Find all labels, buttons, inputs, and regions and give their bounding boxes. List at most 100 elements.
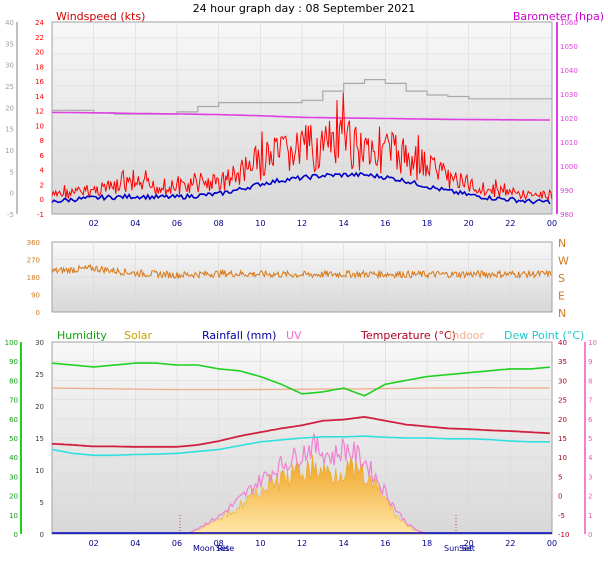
compass-label: W [558,255,569,268]
humidity-tick-label: 50 [9,435,18,443]
wind-outer-tick-label: 30 [5,62,14,70]
temperature-line [51,415,550,448]
wind-x-tick-label: 22 [505,219,515,228]
humidity-tick-label: 0 [14,531,18,539]
solar-tick-label: 20 [35,403,44,411]
wind-x-tick-label: 02 [89,219,99,228]
windspeed-tick-label: 14 [35,93,44,101]
wind-x-tick-label: 06 [172,219,182,228]
barometer-tick-label: 1010 [560,139,578,147]
weather-x-tick-label: 12 [297,539,307,548]
wind-outer-tick-label: 35 [5,40,14,48]
temperature-tick-label: 5 [558,473,562,481]
windspeed-tick-label: 20 [35,49,44,57]
barometer-tick-label: 980 [560,211,573,219]
weather-x-tick-label: 04 [130,539,140,548]
temperature-tick-label: 15 [558,435,567,443]
humidity-tick-label: 70 [9,397,18,405]
windspeed-tick-label: 24 [35,19,44,27]
wind-outer-tick-label: 10 [5,147,14,155]
legend-dewpoint: Dew Point (°C) [504,329,584,342]
solar-tick-label: 30 [35,339,44,347]
legend-rainfall: Rainfall (mm) [202,329,276,342]
humidity-tick-label: 20 [9,493,18,501]
uv-tick-label: 7 [588,397,592,405]
uv-tick-label: 5 [588,435,592,443]
humidity-tick-label: 10 [9,512,18,520]
windspeed-line [51,92,553,202]
moon-rise-label: Moon Rise [193,544,234,553]
sun-set-label: Sun Set [444,544,475,553]
weather-x-tick-label: 10 [255,539,265,548]
wind-x-tick-label: 12 [297,219,307,228]
compass-label: E [558,290,565,303]
wind-outer-tick-label: 0 [10,190,14,198]
legend-uv: UV [286,329,302,342]
humidity-tick-label: 30 [9,473,18,481]
wind-x-tick-label: 20 [464,219,474,228]
solar-tick-label: 15 [35,435,44,443]
windspeed-tick-label: 18 [35,63,44,71]
temperature-tick-label: 0 [558,493,562,501]
sun-rise-label: Set [459,544,472,553]
humidity-tick-label: 100 [5,339,18,347]
direction-tick-label: 90 [31,292,40,300]
uv-tick-label: 1 [588,512,592,520]
temperature-tick-label: 25 [558,397,567,405]
humidity-line [51,362,550,397]
uv-tick-label: 9 [588,358,592,366]
weather-x-tick-label: 02 [89,539,99,548]
uv-tick-label: 4 [588,454,593,462]
uv-tick-label: 2 [588,493,592,501]
humidity-tick-label: 60 [9,416,18,424]
compass-label: N [558,237,566,250]
uv-tick-label: 8 [588,377,592,385]
weather-x-tick-label: 22 [505,539,515,548]
barometer-tick-label: 1030 [560,91,578,99]
wind-outer-tick-label: 20 [5,104,14,112]
windspeed-tick-label: 4 [40,167,45,175]
barometer-tick-label: 1060 [560,19,578,27]
uv-tick-label: 0 [588,531,592,539]
temperature-tick-label: -5 [558,512,565,520]
wind-x-tick-label: 10 [255,219,265,228]
wind-outer-tick-label: -5 [7,211,14,219]
uv-line [187,433,426,535]
solar-area [187,454,428,535]
windspeed-tick-label: 8 [40,137,44,145]
uv-tick-label: 3 [588,473,592,481]
humidity-tick-label: 90 [9,358,18,366]
barometer-tick-label: 1020 [560,115,578,123]
windspeed-tick-label: -1 [37,211,44,219]
legend-windspeed: Windspeed (kts) [56,10,145,23]
weather-x-tick-label: 14 [339,539,349,548]
barometer-tick-label: 1000 [560,163,578,171]
moon-set-label: Set [216,544,229,553]
wind-x-tick-label: 04 [130,219,140,228]
direction-tick-label: 360 [27,239,40,247]
temperature-tick-label: 30 [558,377,567,385]
temperature-tick-label: 35 [558,358,567,366]
windspeed-tick-label: 6 [40,152,45,160]
windspeed-tick-label: 10 [35,122,44,130]
wind-outer-tick-label: 25 [5,83,14,91]
uv-tick-label: 10 [588,339,597,347]
uv-tick-label: 6 [588,416,593,424]
wind-outer-tick-label: 15 [5,126,14,134]
barometer-tick-label: 1050 [560,43,578,51]
indoor-line [52,387,550,391]
humidity-tick-label: 80 [9,377,18,385]
weather-x-tick-label: 06 [172,539,182,548]
legend-indoor: Indoor [449,329,485,342]
weather-x-tick-label: 16 [380,539,390,548]
wind-x-tick-label: 16 [380,219,390,228]
wind-direction-line [51,263,552,280]
barometer-tick-label: 990 [560,187,573,195]
weather-x-tick-label: 08 [214,539,224,548]
chart-title: 24 hour graph day : 08 September 2021 [193,2,416,15]
direction-tick-label: 0 [36,309,40,317]
compass-label: N [558,307,566,320]
wind-x-tick-label: 00 [547,219,557,228]
wind-average-line [51,171,551,205]
wind-outer-tick-label: 5 [10,168,14,176]
